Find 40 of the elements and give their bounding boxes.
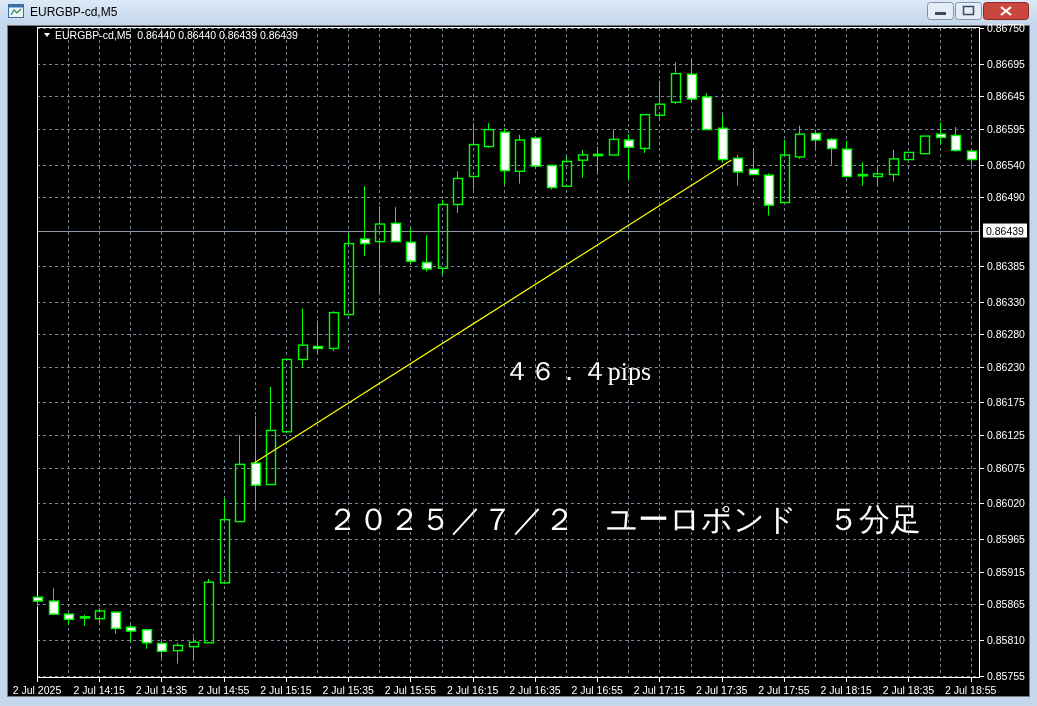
x-tick-label: 2 Jul 17:55 [758, 684, 810, 696]
y-tick-label: 0.85810 [987, 634, 1026, 647]
x-tick-label: 2 Jul 15:55 [384, 684, 437, 696]
x-tick-label: 2 Jul 15:35 [322, 684, 375, 696]
annotation: ４６．４pips [503, 356, 652, 386]
y-tick-label: 0.86490 [987, 191, 1026, 204]
x-tick-label: 2 Jul 14:15 [73, 684, 126, 696]
annotation: ２０２５／７／２ ユーロポンド ５分足 [326, 502, 921, 538]
x-tick-label: 2 Jul 2025 [12, 684, 62, 696]
y-tick-label: 0.86075 [987, 461, 1026, 474]
x-tick-label: 2 Jul 14:55 [198, 684, 250, 696]
x-tick-label: 2 Jul 16:15 [447, 684, 499, 696]
x-tick-label: 2 Jul 17:35 [696, 684, 748, 696]
y-tick-label: 0.85915 [987, 565, 1026, 578]
y-tick-label: 0.86750 [987, 22, 1026, 34]
y-tick-label: 0.85755 [987, 670, 1026, 682]
x-tick-label: 2 Jul 16:55 [571, 684, 624, 696]
x-tick-label: 2 Jul 17:15 [633, 684, 686, 696]
y-tick-label: 0.86175 [987, 396, 1026, 409]
chart-title: EURGBP-cd,M5 [30, 5, 118, 19]
y-tick-label: 0.86280 [987, 328, 1026, 341]
y-tick-label: 0.86330 [987, 295, 1026, 308]
y-tick-label: 0.86125 [987, 429, 1026, 442]
x-tick-label: 2 Jul 18:35 [882, 684, 935, 696]
y-tick-label: 0.86230 [987, 360, 1026, 373]
x-tick-label: 2 Jul 18:15 [820, 684, 873, 696]
ref-line-label: 0.86439 [986, 224, 1025, 237]
chart-subtitle: EURGBP-cd,M5 0.86440 0.86440 0.86439 0.86439 [55, 29, 298, 41]
y-tick-label: 0.86020 [987, 497, 1026, 510]
y-tick-label: 0.85965 [987, 533, 1026, 546]
y-tick-label: 0.86695 [987, 57, 1026, 70]
y-tick-label: 0.86385 [987, 259, 1026, 272]
y-tick-label: 0.86595 [987, 122, 1026, 135]
y-tick-label: 0.85865 [987, 598, 1026, 611]
x-tick-label: 2 Jul 15:15 [260, 684, 312, 696]
x-tick-label: 2 Jul 16:35 [509, 684, 561, 696]
x-tick-label: 2 Jul 14:35 [135, 684, 188, 696]
y-tick-label: 0.86645 [987, 90, 1026, 103]
y-tick-label: 0.86540 [987, 158, 1026, 171]
x-tick-label: 2 Jul 18:55 [944, 684, 997, 696]
